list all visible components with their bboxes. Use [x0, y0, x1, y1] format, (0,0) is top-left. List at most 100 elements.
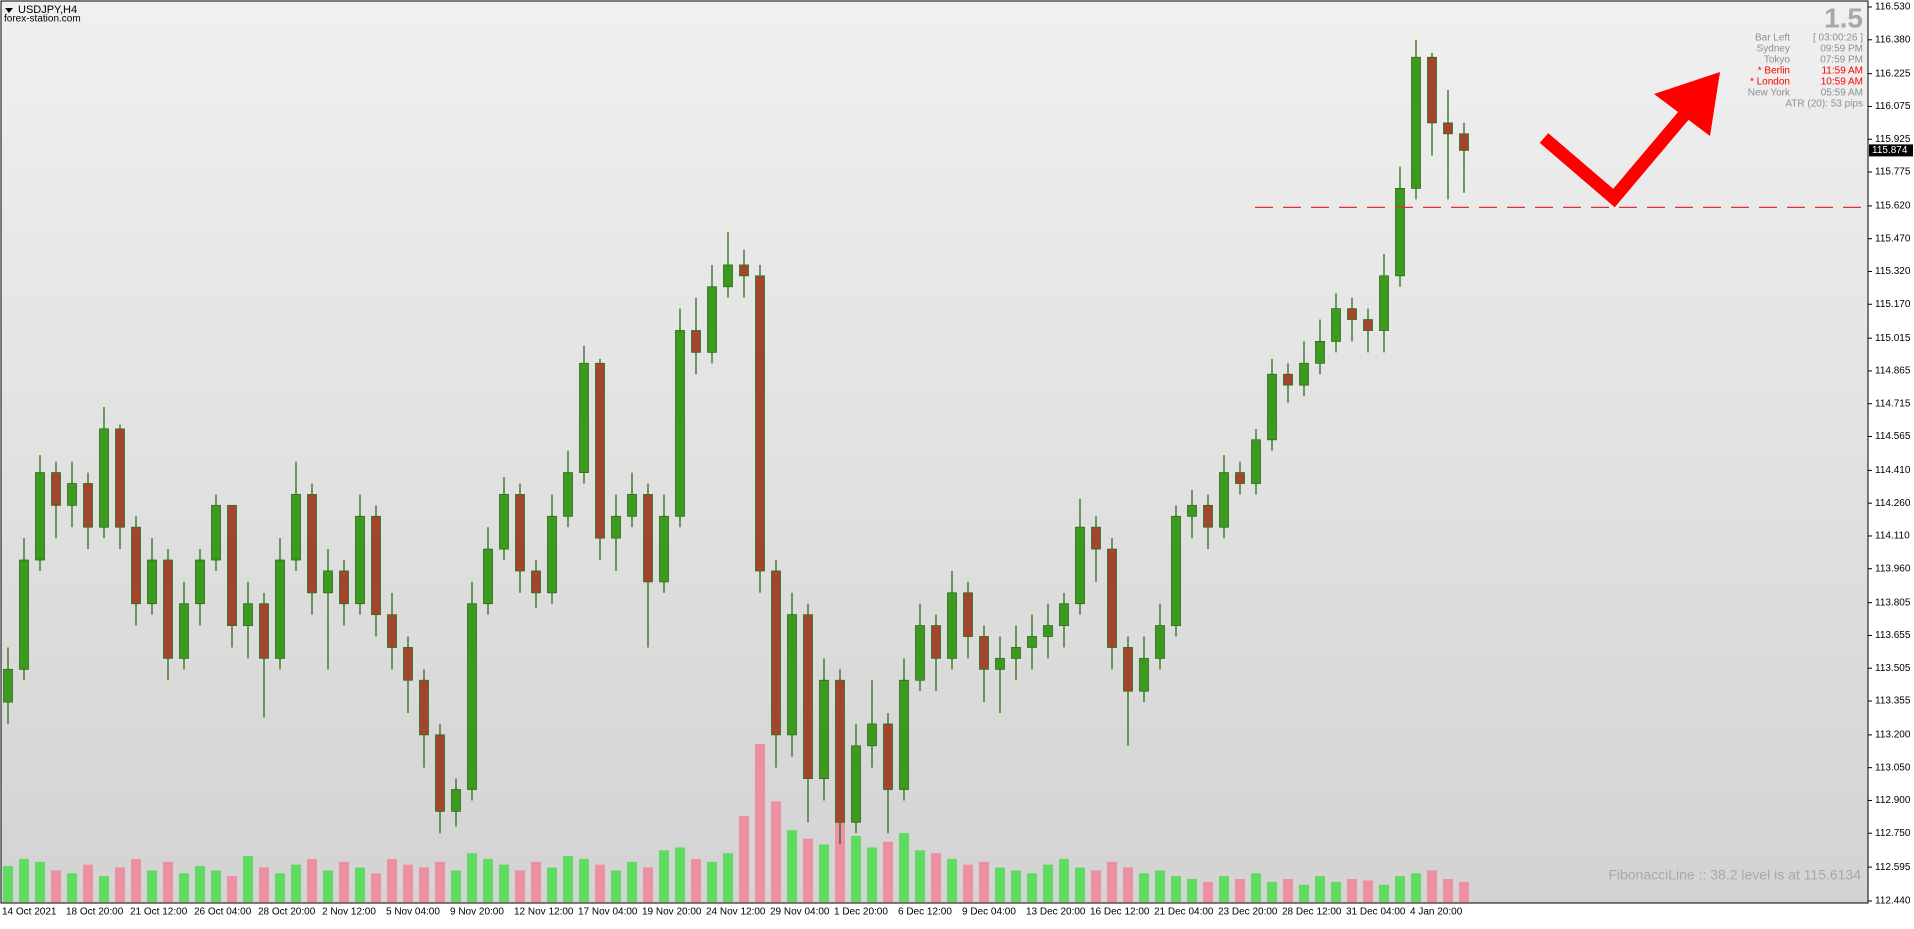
- candle-body: [707, 286, 717, 353]
- candle-body: [867, 723, 877, 747]
- volume-bar: [1011, 870, 1021, 902]
- x-tick-label: 28 Dec 12:00: [1282, 907, 1342, 918]
- volume-bar: [755, 744, 765, 902]
- volume-bar: [515, 870, 525, 902]
- volume-bar: [931, 853, 941, 902]
- volume-bar: [1267, 881, 1277, 902]
- volume-bar: [451, 870, 461, 902]
- candle-body: [531, 570, 541, 594]
- x-tick-label: 4 Jan 20:00: [1410, 907, 1463, 918]
- candle-body: [1459, 133, 1469, 151]
- volume-bar: [371, 873, 381, 902]
- y-tick-label: 112.595: [1875, 862, 1911, 873]
- volume-bar: [1427, 870, 1437, 902]
- y-tick-label: 113.505: [1875, 663, 1911, 674]
- volume-bar: [1043, 864, 1053, 902]
- x-tick-label: 2 Nov 12:00: [322, 907, 376, 918]
- volume-bar: [131, 858, 141, 902]
- candle-body: [1411, 56, 1421, 189]
- y-tick-label: 113.200: [1875, 730, 1911, 741]
- volume-bar: [67, 873, 77, 902]
- volume-bar: [1107, 861, 1117, 902]
- candle-body: [851, 745, 861, 823]
- candle-body: [451, 789, 461, 812]
- candle-body: [1443, 122, 1453, 135]
- chart-title: USDJPY,H4: [18, 4, 77, 16]
- candle-body: [275, 559, 285, 659]
- y-tick-label: 114.865: [1875, 366, 1911, 377]
- volume-bar: [1059, 858, 1069, 902]
- candle-body: [499, 494, 509, 550]
- candle-body: [643, 494, 653, 583]
- candle-body: [739, 264, 749, 277]
- x-tick-label: 9 Dec 04:00: [962, 907, 1016, 918]
- volume-bar: [419, 867, 429, 902]
- candle-body: [1107, 548, 1117, 648]
- x-tick-label: 26 Oct 04:00: [194, 907, 252, 918]
- candle-body: [1219, 472, 1229, 528]
- candle-body: [979, 636, 989, 670]
- x-tick-label: 29 Nov 04:00: [770, 907, 830, 918]
- panel-label: Bar Left: [1755, 33, 1790, 44]
- volume-bar: [867, 847, 877, 902]
- panel-value: 10:59 AM: [1821, 77, 1863, 88]
- volume-bar: [979, 861, 989, 902]
- candle-body: [307, 494, 317, 594]
- volume-bar: [547, 867, 557, 902]
- volume-bar: [819, 844, 829, 902]
- volume-bar: [1347, 879, 1357, 902]
- x-tick-label: 5 Nov 04:00: [386, 907, 440, 918]
- volume-bar: [1027, 873, 1037, 902]
- volume-bar: [3, 866, 13, 902]
- candle-body: [227, 504, 237, 626]
- candle-body: [243, 603, 253, 626]
- panel-label: Tokyo: [1764, 55, 1791, 66]
- y-tick-label: 112.900: [1875, 795, 1911, 806]
- volume-bar: [1219, 876, 1229, 902]
- volume-bar: [1283, 879, 1293, 902]
- volume-bar: [35, 861, 45, 902]
- candle-body: [819, 679, 829, 779]
- x-tick-label: 21 Dec 04:00: [1154, 907, 1214, 918]
- x-tick-label: 24 Nov 12:00: [706, 907, 766, 918]
- y-tick-label: 115.470: [1875, 233, 1911, 244]
- spread: 1.5: [1824, 2, 1863, 33]
- volume-bar: [995, 867, 1005, 902]
- atr: ATR (20): 53 pips: [1785, 99, 1863, 110]
- volume-bar: [723, 853, 733, 902]
- candle-body: [1123, 647, 1133, 692]
- candle-body: [1395, 188, 1405, 277]
- volume-bar: [1459, 881, 1469, 902]
- candle-body: [1027, 636, 1037, 648]
- candle-body: [1171, 515, 1181, 626]
- candle-body: [1203, 504, 1213, 528]
- candle-body: [835, 679, 845, 823]
- y-tick-label: 112.440: [1875, 896, 1911, 907]
- y-tick-label: 114.260: [1875, 498, 1911, 509]
- candle-body: [563, 472, 573, 517]
- candle-body: [179, 603, 189, 659]
- candle-body: [147, 559, 157, 605]
- x-tick-label: 19 Nov 20:00: [642, 907, 702, 918]
- volume-bar: [483, 858, 493, 902]
- candle-body: [1235, 472, 1245, 484]
- volume-bar: [243, 856, 253, 902]
- candle-body: [483, 548, 493, 605]
- y-tick-label: 113.655: [1875, 630, 1911, 641]
- x-tick-label: 31 Dec 04:00: [1346, 907, 1406, 918]
- volume-bar: [851, 835, 861, 902]
- volume-bar: [1251, 873, 1261, 902]
- candle-body: [1075, 526, 1085, 605]
- volume-bar: [1379, 884, 1389, 902]
- volume-bar: [627, 861, 637, 902]
- volume-bar: [531, 861, 541, 902]
- x-tick-label: 9 Nov 20:00: [450, 907, 504, 918]
- volume-bar: [403, 864, 413, 902]
- candle-body: [1363, 319, 1373, 331]
- candle-body: [595, 362, 605, 539]
- volume-bar: [563, 856, 573, 902]
- x-tick-label: 1 Dec 20:00: [834, 907, 888, 918]
- volume-bar: [947, 858, 957, 902]
- x-tick-label: 28 Oct 20:00: [258, 907, 316, 918]
- y-tick-label: 115.620: [1875, 201, 1911, 212]
